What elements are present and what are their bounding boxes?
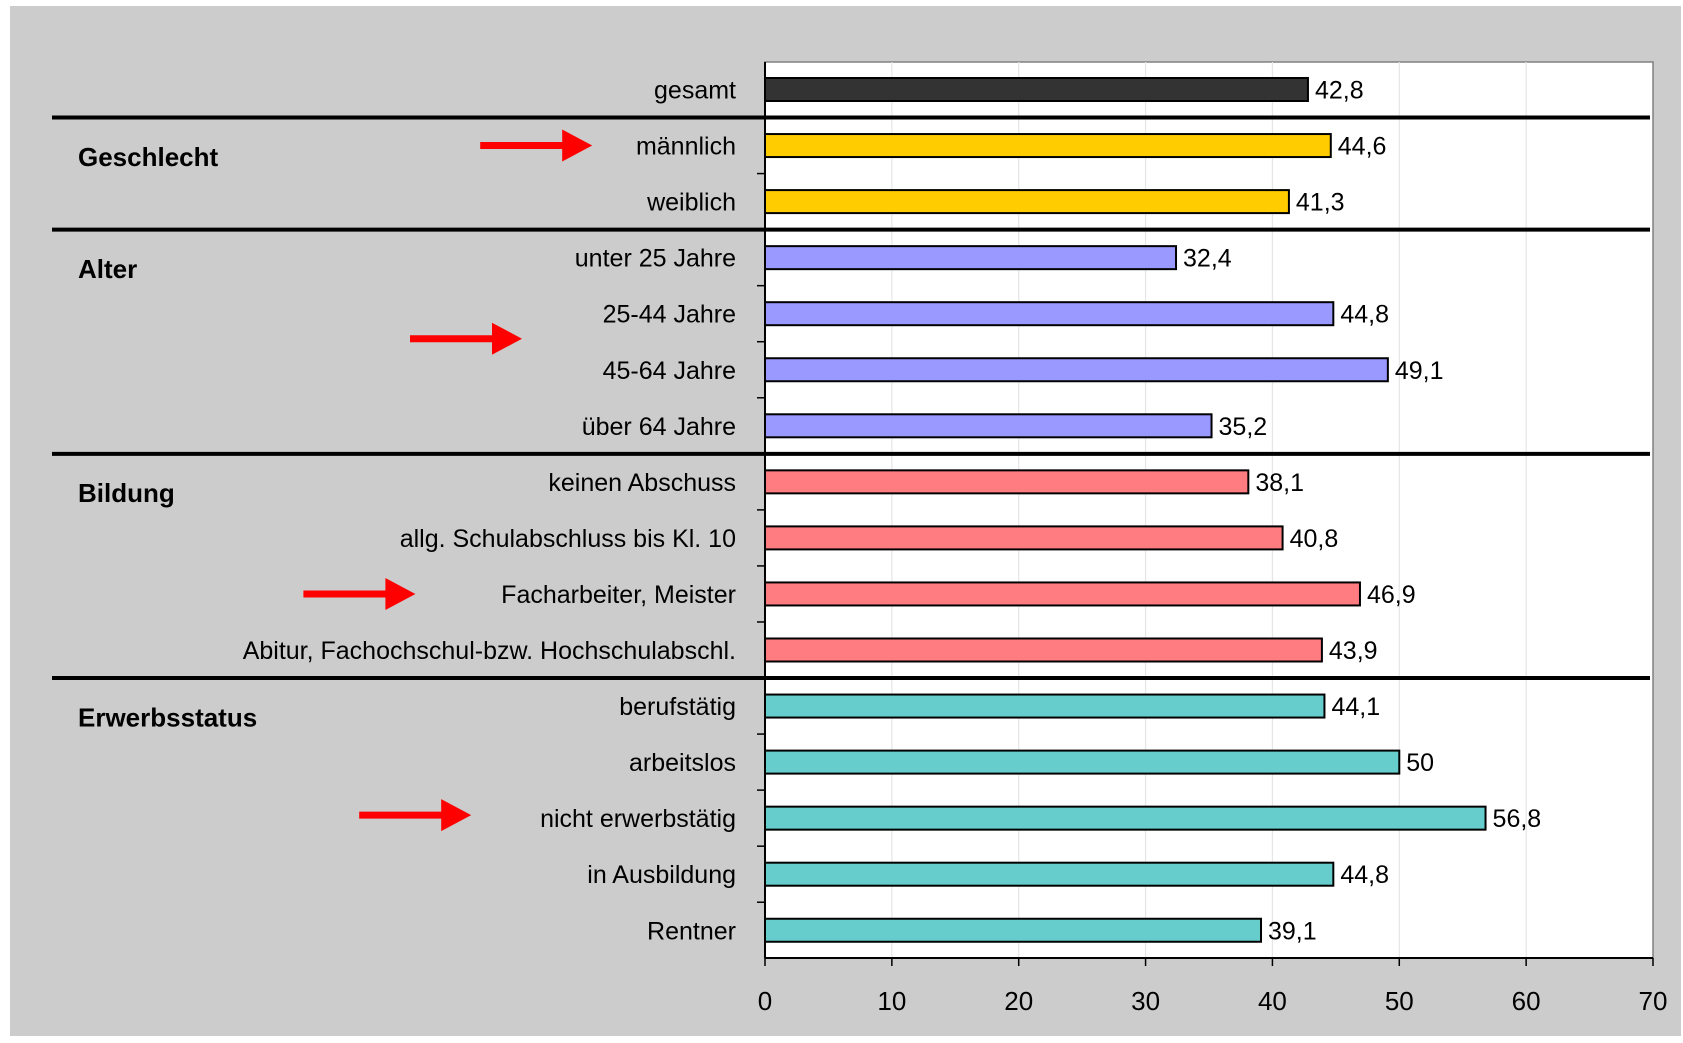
red-arrow-head xyxy=(562,129,593,162)
bar-value-label: 42,8 xyxy=(1315,77,1364,105)
highlight-arrows xyxy=(303,129,593,832)
category-label: Rentner xyxy=(647,917,736,945)
category-label: nicht erwerbstätig xyxy=(540,805,736,833)
category-label: in Ausbildung xyxy=(587,861,736,889)
bar-value-label: 43,9 xyxy=(1329,637,1378,665)
bar xyxy=(764,245,1178,271)
category-label: allg. Schulabschluss bis Kl. 10 xyxy=(400,525,736,553)
bar xyxy=(764,357,1389,383)
x-tick-label: 40 xyxy=(1258,986,1287,1016)
bar xyxy=(764,805,1487,831)
bar xyxy=(764,469,1250,495)
bar xyxy=(764,917,1263,943)
category-label: keinen Abschuss xyxy=(548,469,736,497)
category-label: 25-44 Jahre xyxy=(603,301,736,329)
category-label: berufstätig xyxy=(619,693,736,721)
bar xyxy=(764,413,1213,439)
group-label: Geschlecht xyxy=(78,142,219,172)
bars xyxy=(764,77,1487,943)
bar xyxy=(764,861,1335,887)
bar xyxy=(764,77,1309,102)
bar-value-label: 39,1 xyxy=(1268,917,1317,945)
group-label: Erwerbsstatus xyxy=(78,702,257,732)
x-tick-label: 20 xyxy=(1004,986,1033,1016)
x-tick-label: 10 xyxy=(877,986,906,1016)
bar xyxy=(764,637,1323,663)
bar xyxy=(764,133,1332,159)
bar-value-label: 32,4 xyxy=(1183,245,1232,273)
x-tick-label: 0 xyxy=(758,986,772,1016)
x-tick-label: 70 xyxy=(1639,986,1668,1016)
x-axis: 0 10 20 30 40 50 60 70 xyxy=(757,62,1667,1016)
x-tick-label: 50 xyxy=(1385,986,1414,1016)
red-arrow-head xyxy=(441,799,472,832)
bar-value-label: 41,3 xyxy=(1296,189,1345,217)
bar xyxy=(764,525,1284,551)
group-separators xyxy=(52,115,1650,681)
x-tick-label: 30 xyxy=(1131,986,1160,1016)
bar-value-label: 44,8 xyxy=(1340,301,1389,329)
category-label: Abitur, Fachochschul-bzw. Hochschulabsch… xyxy=(243,637,736,665)
group-label: Bildung xyxy=(78,478,175,508)
bar-value-label: 49,1 xyxy=(1395,357,1444,385)
category-label: unter 25 Jahre xyxy=(575,245,736,273)
group-label: Alter xyxy=(78,254,137,284)
category-label: 45-64 Jahre xyxy=(603,357,736,385)
bar xyxy=(764,189,1290,215)
bar-value-label: 38,1 xyxy=(1255,469,1304,497)
category-label: über 64 Jahre xyxy=(582,413,736,441)
category-label: weiblich xyxy=(646,189,736,217)
bar-value-label: 56,8 xyxy=(1493,805,1542,833)
bar xyxy=(764,301,1335,327)
bar xyxy=(764,749,1401,775)
bar-value-label: 35,2 xyxy=(1219,413,1268,441)
category-label: männlich xyxy=(636,133,736,161)
category-label: Facharbeiter, Meister xyxy=(501,581,736,609)
bar-value-label: 44,6 xyxy=(1338,133,1387,161)
bar-value-label: 50 xyxy=(1406,749,1434,777)
labels: 42,8 gesamt 44,6 männlich 41,3 weiblich Geschl… xyxy=(78,77,1541,946)
bar-value-label: 44,1 xyxy=(1331,693,1380,721)
bar-value-label: 40,8 xyxy=(1290,525,1339,553)
bar-value-label: 44,8 xyxy=(1340,861,1389,889)
x-tick-label: 60 xyxy=(1512,986,1541,1016)
red-arrow-head xyxy=(385,577,416,610)
category-label: arbeitslos xyxy=(629,749,736,777)
bar xyxy=(764,581,1361,607)
bar-value-label: 46,9 xyxy=(1367,581,1416,609)
bar xyxy=(764,693,1326,719)
category-label: gesamt xyxy=(654,77,736,105)
red-arrow-head xyxy=(492,322,522,355)
